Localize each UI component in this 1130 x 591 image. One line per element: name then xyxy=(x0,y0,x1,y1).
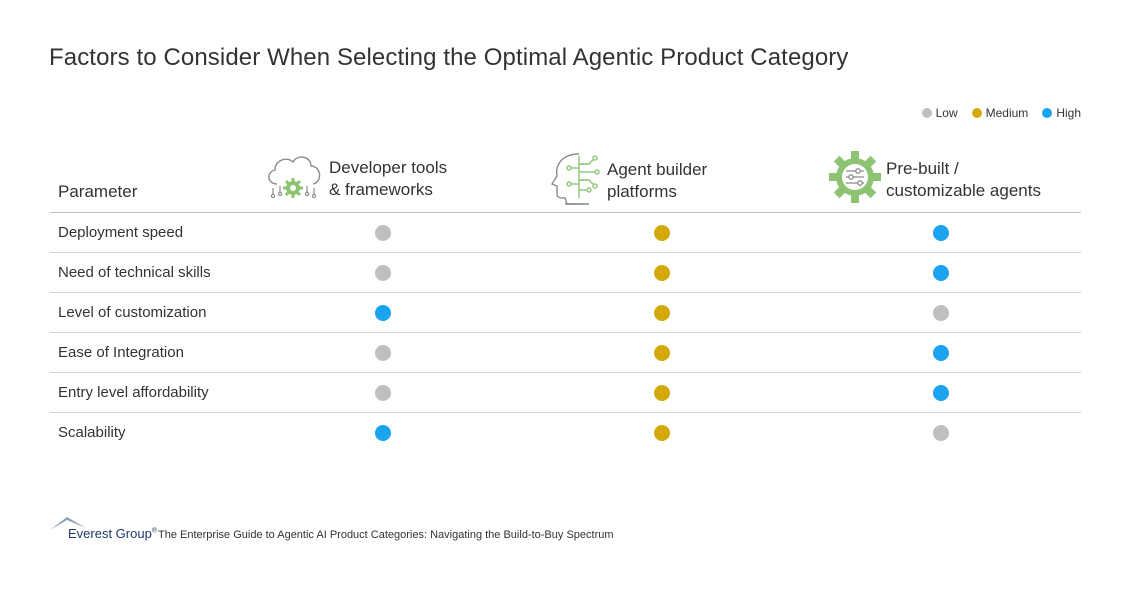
table-row: Scalability xyxy=(50,413,1081,452)
legend-dot-low xyxy=(921,108,932,118)
column-label-line2: & frameworks xyxy=(329,179,433,199)
ai-head-icon xyxy=(549,150,603,211)
rating-dot-high xyxy=(933,265,949,281)
rating-dot-medium xyxy=(654,385,670,401)
column-label-line1: Agent builder xyxy=(607,159,708,179)
legend-item-medium: Medium xyxy=(971,106,1029,120)
rating-dot-medium xyxy=(654,265,670,281)
rating-dot-medium xyxy=(654,425,670,441)
parameter-label: Deployment speed xyxy=(58,224,184,241)
rating-dot-low xyxy=(375,345,391,361)
table-row: Entry level affordability xyxy=(50,373,1081,413)
legend-label-high: High xyxy=(1056,106,1081,120)
rating-dot-high xyxy=(933,225,949,241)
column-label-line2: platforms xyxy=(607,181,677,201)
chart-title: Factors to Consider When Selecting the O… xyxy=(49,44,849,71)
legend-item-high: High xyxy=(1042,106,1081,120)
table-body: Deployment speed Need of technical skills… xyxy=(50,213,1081,452)
parameter-label: Level of customization xyxy=(58,304,207,321)
legend-item-low: Low xyxy=(921,106,958,120)
rating-dot-low xyxy=(375,225,391,241)
rating-dot-low xyxy=(933,305,949,321)
column-label-agent-builder: Agent builder platforms xyxy=(607,159,707,203)
parameter-label: Scalability xyxy=(58,424,126,441)
legend-dot-medium xyxy=(971,108,982,118)
legend-label-low: Low xyxy=(935,106,958,120)
brand-name: Everest Group® xyxy=(68,526,157,541)
parameter-label: Entry level affordability xyxy=(58,384,209,401)
column-label-line2: customizable agents xyxy=(886,180,1041,200)
source-text: The Enterprise Guide to Agentic AI Produ… xyxy=(158,529,614,541)
column-label-line1: Developer tools xyxy=(329,157,448,177)
legend: Low Medium High xyxy=(921,106,1081,120)
table-row: Need of technical skills xyxy=(50,253,1081,293)
rating-dot-low xyxy=(375,385,391,401)
rating-dot-low xyxy=(933,425,949,441)
footer: Everest Group® The Enterprise Guide to A… xyxy=(50,515,614,543)
parameter-label: Ease of Integration xyxy=(58,344,184,361)
column-label-pre-built-agents: Pre-built / customizable agents xyxy=(886,158,1041,202)
table-row: Deployment speed xyxy=(50,213,1081,253)
column-label-line1: Pre-built / xyxy=(886,158,959,178)
rating-dot-medium xyxy=(654,225,670,241)
rating-dot-medium xyxy=(654,305,670,321)
table-header: Parameter xyxy=(50,146,1081,213)
rating-dot-high xyxy=(933,345,949,361)
parameter-label: Need of technical skills xyxy=(58,264,211,281)
rating-dot-medium xyxy=(654,345,670,361)
parameter-header: Parameter xyxy=(58,182,138,201)
everest-group-logo: Everest Group® xyxy=(50,515,157,543)
legend-dot-high xyxy=(1042,108,1053,118)
gear-sliders-icon xyxy=(828,150,882,209)
registered-mark: ® xyxy=(151,527,157,535)
table-row: Ease of Integration xyxy=(50,333,1081,373)
legend-label-medium: Medium xyxy=(985,106,1029,120)
brand-text: Everest Group xyxy=(68,526,152,541)
cloud-gear-icon xyxy=(263,150,325,207)
column-header-developer-tools: Developer tools & frameworks xyxy=(263,150,447,207)
rating-dot-high xyxy=(375,425,391,441)
rating-dot-high xyxy=(375,305,391,321)
column-label-developer-tools: Developer tools & frameworks xyxy=(329,157,447,201)
rating-dot-low xyxy=(375,265,391,281)
table-row: Level of customization xyxy=(50,293,1081,333)
rating-dot-high xyxy=(933,385,949,401)
column-header-agent-builder: Agent builder platforms xyxy=(549,150,707,211)
comparison-table: Parameter xyxy=(50,146,1081,452)
column-header-pre-built-agents: Pre-built / customizable agents xyxy=(828,150,1041,209)
